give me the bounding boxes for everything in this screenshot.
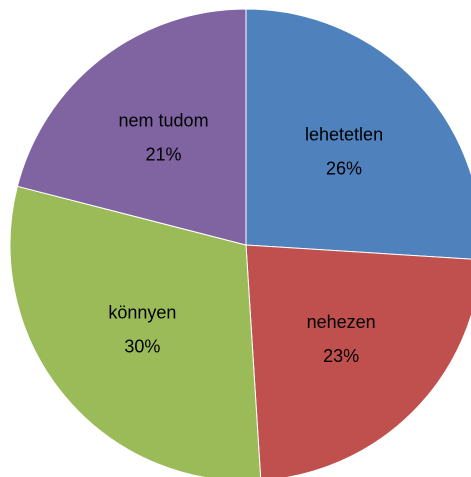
slice-value-label: 23%	[323, 346, 359, 366]
slice-category-label: lehetetlen	[305, 125, 383, 145]
slice-category-label: nehezen	[307, 312, 376, 332]
pie-slice	[245, 244, 471, 477]
slice-category-label: nem tudom	[119, 110, 209, 130]
slice-value-label: 30%	[124, 336, 160, 356]
pie-slice	[245, 8, 471, 260]
slice-value-label: 21%	[146, 144, 182, 164]
pie-slice	[9, 185, 262, 477]
slice-category-label: könnyen	[108, 302, 176, 322]
slice-value-label: 26%	[326, 159, 362, 179]
pie-slice	[16, 8, 247, 246]
